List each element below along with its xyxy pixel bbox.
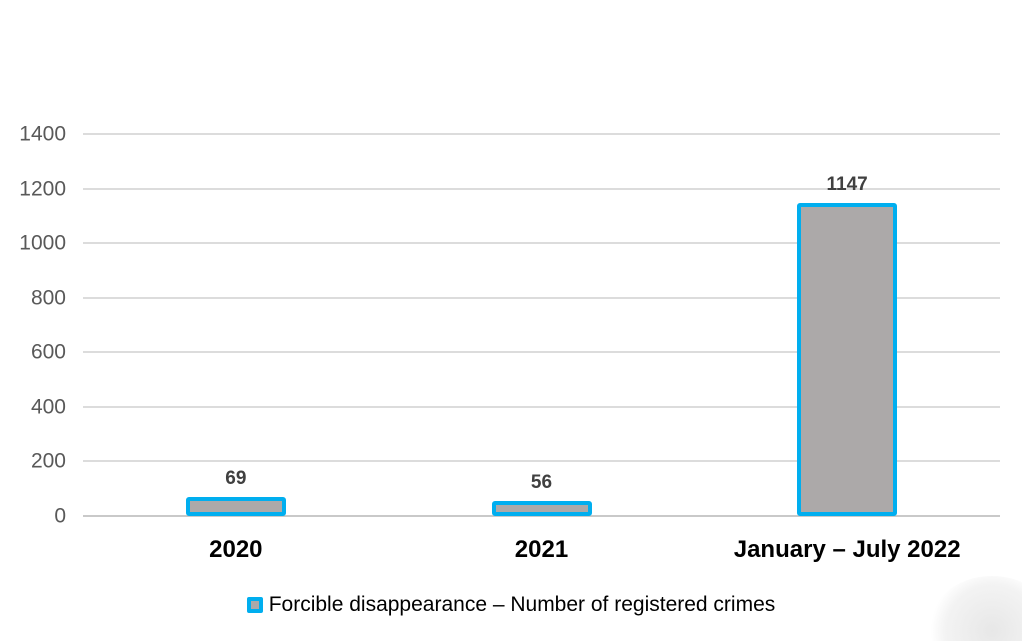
gridline-200: [83, 460, 1000, 463]
gridline-1000: [83, 242, 1000, 245]
category-label-1: 2020: [209, 536, 263, 563]
plot-area: 69 56 1147: [83, 133, 1000, 517]
value-label-2021: 56: [530, 471, 553, 493]
bar-January – July 2022: [797, 203, 898, 516]
bar-2021: [491, 500, 592, 516]
y-tick-label-200: 200: [30, 449, 66, 473]
gridline-400: [83, 405, 1000, 408]
legend-swatch-icon: [246, 597, 263, 613]
y-tick-label-800: 800: [30, 286, 66, 310]
category-label-3: January – July 2022: [733, 536, 961, 563]
y-tick-label-600: 600: [30, 340, 66, 364]
y-tick-label-0: 0: [54, 504, 66, 528]
y-tick-label-1000: 1000: [19, 231, 66, 255]
legend: Forcible disappearance – Number of regis…: [0, 593, 1022, 617]
gridline-0: [83, 515, 1000, 517]
value-label-2020: 69: [225, 468, 247, 490]
gridline-600: [83, 351, 1000, 354]
bar-2020: [185, 497, 286, 516]
gridline-800: [83, 296, 1000, 299]
y-tick-label-1200: 1200: [19, 177, 66, 201]
y-axis: 0 200 400 600 800 1000 1200 1400: [0, 124, 66, 527]
y-tick-label-400: 400: [30, 395, 66, 419]
legend-label: Forcible disappearance – Number of regis…: [268, 593, 776, 616]
gridline-1200: [83, 187, 1000, 190]
category-label-2: 2021: [514, 536, 569, 563]
value-label-January – July 2022: 1147: [826, 174, 868, 196]
y-tick-label-1400: 1400: [19, 122, 66, 146]
gridline-1400: [83, 133, 1000, 135]
